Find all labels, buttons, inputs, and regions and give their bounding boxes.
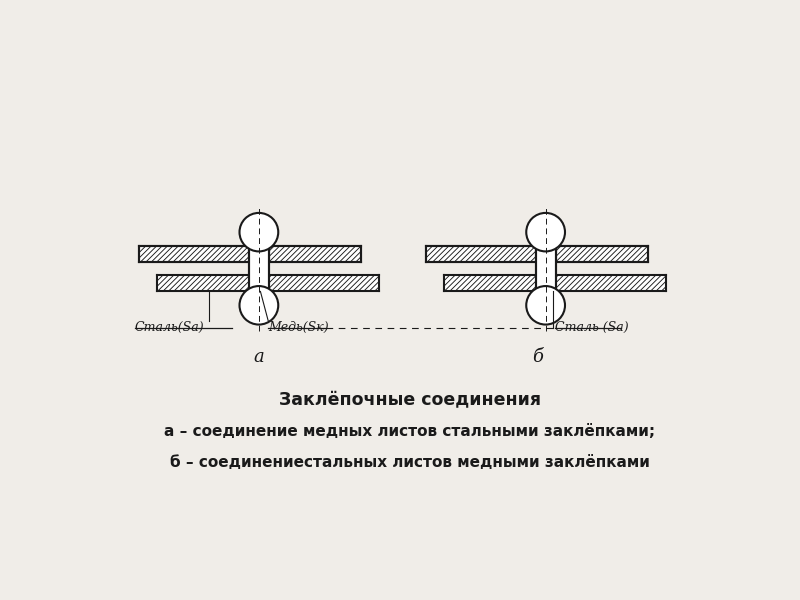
Circle shape [526,213,565,251]
Text: Сталь (Sa): Сталь (Sa) [555,321,629,334]
Text: а – соединение медных листов стальными заклёпками;: а – соединение медных листов стальными з… [165,424,655,439]
Text: а: а [254,349,264,367]
Polygon shape [157,275,379,292]
Circle shape [239,286,278,325]
Polygon shape [426,246,648,262]
Text: Сталь(Sa): Сталь(Sa) [135,321,205,334]
Polygon shape [249,246,269,292]
Text: б: б [532,349,543,367]
Circle shape [526,286,565,325]
Text: Заклёпочные соединения: Заклёпочные соединения [279,392,541,410]
Text: Медь(Sк): Медь(Sк) [268,321,329,334]
Polygon shape [138,246,361,262]
Polygon shape [535,246,556,292]
Text: б – соединениестальных листов медными заклёпками: б – соединениестальных листов медными за… [170,455,650,470]
Polygon shape [443,275,666,292]
Circle shape [239,213,278,251]
